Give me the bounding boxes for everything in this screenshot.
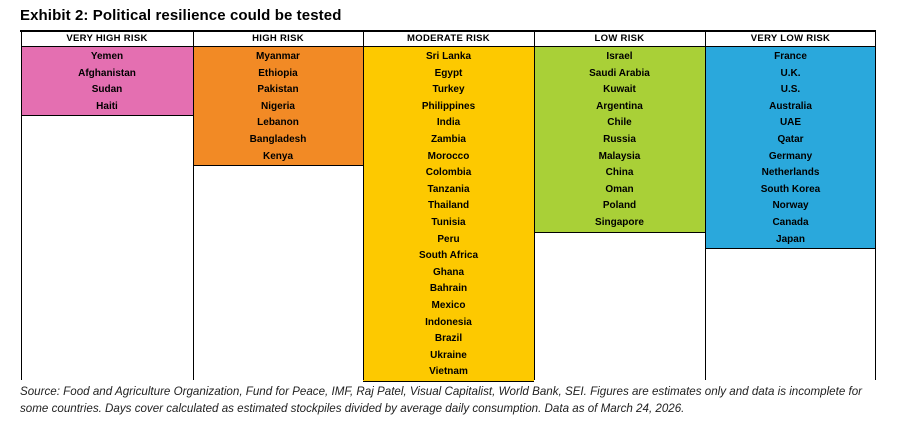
country-cell: Israel: [606, 51, 633, 62]
column-body: Sri Lanka Egypt Turkey Philippines India Zamb…: [363, 47, 534, 382]
country-cell: UAE: [779, 117, 802, 129]
country-cell: Zambia: [430, 133, 466, 145]
country-cell: Ethiopia: [258, 67, 298, 79]
country-cell: Tunisia: [431, 216, 466, 228]
exhibit-title: Exhibit 2: Political resilience could be…: [20, 7, 342, 24]
country-cell: Haiti: [96, 100, 118, 112]
country-cell: Malaysia: [598, 150, 641, 162]
country-cell: U.K.: [780, 67, 801, 79]
country-cell: Thailand: [427, 200, 470, 212]
country-cell: Singapore: [595, 216, 644, 228]
country-cell: Brazil: [434, 333, 463, 345]
country-cell: Sudan: [91, 84, 123, 96]
country-cell: Pakistan: [257, 84, 299, 96]
column-header: VERY HIGH RISK: [21, 32, 193, 47]
column-divider: [875, 32, 876, 380]
column-header: LOW RISK: [534, 32, 705, 47]
country-cell: Turkey: [432, 84, 465, 96]
country-cell: Nigeria: [261, 100, 295, 112]
country-cell: Russia: [603, 133, 636, 145]
country-cell: Germany: [768, 150, 813, 162]
country-cell: Norway: [772, 200, 809, 212]
column-low-risk: LOW RISK Israel Saudi Arabia Kuwait Argentin…: [534, 32, 705, 233]
country-cell: Qatar: [777, 133, 804, 145]
country-cell: Ghana: [432, 266, 465, 278]
country-cell: Canada: [772, 216, 809, 228]
country-cell: France: [774, 51, 807, 62]
column-divider: [21, 32, 22, 380]
country-cell: Myanmar: [256, 51, 300, 62]
column-moderate-risk: MODERATE RISK Sri Lanka Egypt Turkey Philipp…: [363, 32, 534, 382]
country-cell: Japan: [776, 233, 805, 245]
column-body: France U.K. U.S. Australia UAE Qatar Germany Ne…: [705, 47, 876, 250]
country-cell: Kuwait: [603, 84, 636, 96]
column-divider: [534, 32, 535, 380]
header-rule: [20, 30, 876, 32]
country-cell: South Africa: [418, 250, 479, 262]
country-cell: Mexico: [431, 299, 466, 311]
country-cell: Poland: [602, 200, 637, 212]
country-cell: Chile: [607, 117, 632, 129]
country-cell: Tanzania: [427, 183, 470, 195]
column-body: Israel Saudi Arabia Kuwait Argentina Chile Ru…: [534, 47, 705, 233]
risk-table: VERY HIGH RISK Yemen Afghanistan Sudan Haiti…: [21, 32, 876, 382]
column-very-low-risk: VERY LOW RISK France U.K. U.S. Australia UAE Q…: [705, 32, 876, 250]
column-header: VERY LOW RISK: [705, 32, 876, 47]
country-cell: Lebanon: [257, 117, 299, 129]
country-cell: Peru: [437, 233, 460, 245]
country-cell: Kenya: [262, 150, 293, 162]
column-divider: [193, 32, 194, 380]
country-cell: Indonesia: [425, 316, 472, 328]
country-cell: Egypt: [434, 67, 463, 79]
country-cell: South Korea: [760, 183, 821, 195]
country-cell: Bahrain: [429, 283, 468, 295]
country-cell: Morocco: [427, 150, 470, 162]
column-body: Yemen Afghanistan Sudan Haiti: [21, 47, 193, 117]
source-note: Source: Food and Agriculture Organizatio…: [20, 385, 863, 415]
country-cell: Colombia: [425, 167, 472, 179]
column-header: HIGH RISK: [193, 32, 363, 47]
country-cell: Netherlands: [761, 167, 820, 179]
country-cell: U.S.: [780, 84, 801, 96]
country-cell: Bangladesh: [249, 133, 307, 145]
country-cell: Australia: [769, 100, 812, 112]
country-cell: Oman: [605, 183, 634, 195]
country-cell: Philippines: [421, 100, 476, 112]
country-cell: Saudi Arabia: [589, 67, 650, 79]
column-body: Myanmar Ethiopia Pakistan Nigeria Lebanon Ban…: [193, 47, 363, 167]
country-cell: Vietnam: [429, 366, 468, 378]
column-divider: [363, 32, 364, 380]
country-cell: China: [605, 167, 634, 179]
column-high-risk: HIGH RISK Myanmar Ethiopia Pakistan Nigeria L…: [193, 32, 363, 167]
country-cell: Ukraine: [430, 349, 467, 361]
column-header: MODERATE RISK: [363, 32, 534, 47]
country-cell: India: [436, 117, 461, 129]
country-cell: Afghanistan: [78, 67, 136, 79]
country-cell: Yemen: [90, 51, 124, 62]
column-very-high-risk: VERY HIGH RISK Yemen Afghanistan Sudan Haiti: [21, 32, 193, 117]
column-divider: [705, 32, 706, 380]
country-cell: Argentina: [596, 100, 643, 112]
country-cell: Sri Lanka: [425, 51, 472, 62]
